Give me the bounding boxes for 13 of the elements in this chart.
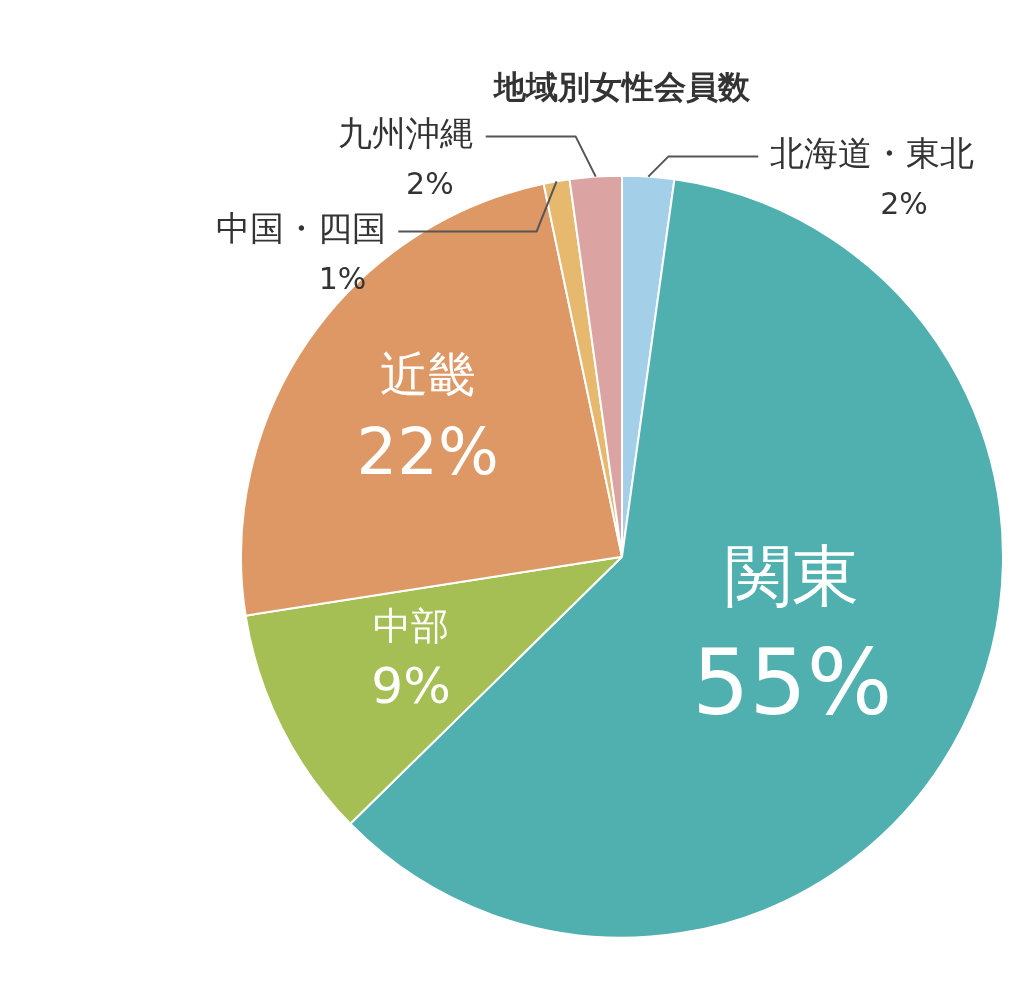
slice-label: 九州沖縄	[337, 113, 474, 154]
data-label: 2%	[406, 166, 454, 202]
slice-label: 中国・四国	[216, 208, 387, 249]
data-label: 9%	[371, 656, 451, 715]
slice-label: 近畿	[379, 346, 476, 403]
data-label: 22%	[356, 414, 499, 489]
data-label: 55%	[692, 629, 893, 735]
slice-label: 中部	[372, 603, 449, 648]
data-label: 2%	[880, 186, 928, 222]
chart-title: 地域別女性会員数	[492, 67, 751, 106]
slice-label: 北海道・東北	[770, 133, 975, 174]
data-label: 1%	[318, 261, 367, 297]
slice-label: 関東	[725, 536, 860, 615]
